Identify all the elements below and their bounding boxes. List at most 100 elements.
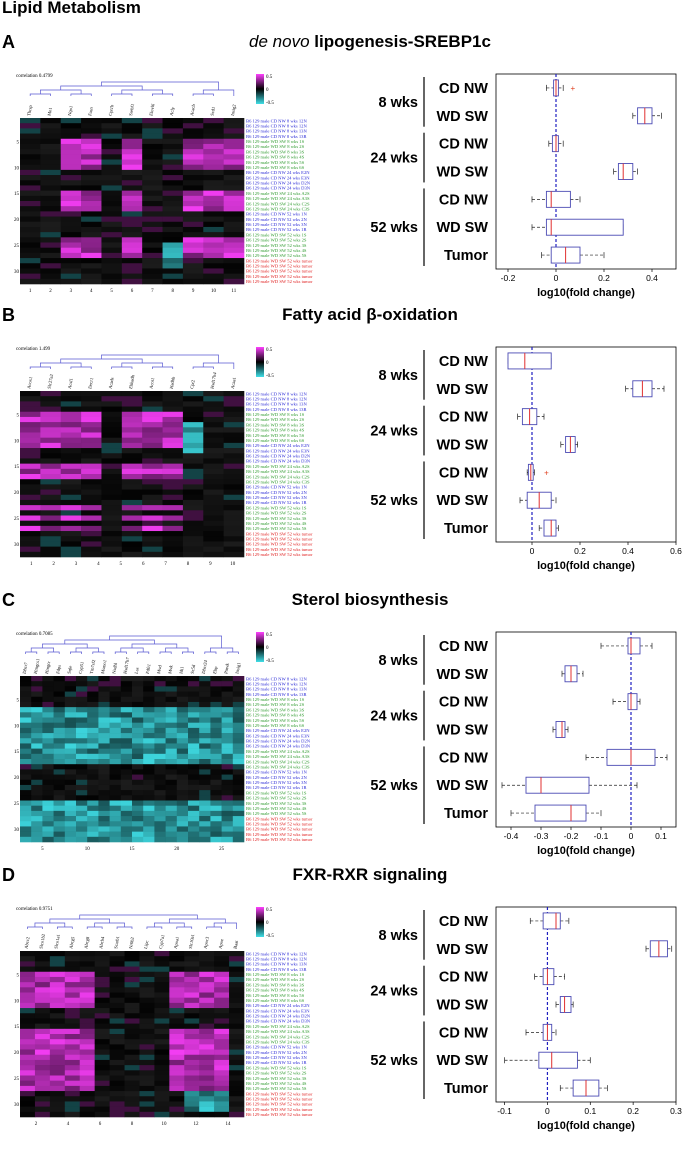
heatmap-cell [79, 1070, 95, 1076]
heatmap-cell [120, 836, 133, 843]
heatmap-cell [143, 738, 155, 744]
heatmap-cell [142, 391, 163, 397]
heatmap-cell [42, 790, 54, 796]
heatmap-cell [60, 479, 82, 485]
heatmap-cell [132, 800, 144, 806]
time-label: 8 wks [379, 368, 419, 384]
heatmap-cell [101, 541, 123, 547]
time-label: 52 wks [370, 1053, 418, 1069]
heatmap-cell [124, 1111, 140, 1118]
heatmap-cell [109, 753, 122, 760]
heatmap-cell [210, 717, 222, 723]
heatmap-cell [143, 831, 155, 838]
heatmap-cell [169, 1106, 185, 1113]
column-tick: 5 [41, 847, 44, 852]
heatmap-cell [203, 185, 224, 191]
time-label: 24 wks [370, 709, 418, 725]
heatmap-cell [120, 769, 133, 775]
heatmap-cell [121, 396, 143, 402]
gene-label: Lss [134, 667, 140, 674]
heatmap-cell [182, 143, 204, 150]
heatmap-cell [162, 505, 184, 511]
heatmap-cell [162, 185, 184, 191]
heatmap-cell [188, 774, 200, 781]
column-tick: 9 [209, 562, 212, 567]
heatmap-cell [165, 769, 178, 775]
heatmap-cell [229, 1028, 245, 1035]
heatmap-cell [199, 976, 215, 983]
heatmap-cell [124, 1054, 140, 1061]
heatmap-cell [182, 232, 204, 238]
heatmap-cell [64, 790, 77, 796]
heatmap-cell [221, 676, 234, 682]
heatmap-cell [98, 717, 110, 723]
heatmap-cell [49, 1013, 66, 1019]
heatmap-cell [64, 1080, 81, 1087]
gene-label: Slco1a1 [53, 933, 61, 949]
heatmap-cell [176, 764, 189, 770]
heatmap-cell [79, 1065, 95, 1071]
sample-label: B6 129 male CD NW 52 wks 1R [246, 227, 307, 232]
panel-title-italic: de novo [249, 32, 310, 51]
heatmap-cell [81, 216, 102, 223]
sample-label: B6 129 male WD SW 52 wks 2S [246, 796, 307, 801]
heatmap-cell [42, 769, 54, 775]
heatmap-cell [31, 676, 43, 682]
heatmap-cell [188, 831, 200, 838]
heatmap-cell [232, 712, 245, 718]
heatmap-cell [232, 816, 245, 822]
heatmap-cell [199, 956, 215, 962]
heatmap-cell [101, 221, 123, 228]
sample-label: B6 129 male CD NW 24 wks D2N [246, 454, 311, 459]
heatmap-cell [60, 149, 82, 155]
color-scale [256, 907, 264, 937]
heatmap-cell [49, 987, 66, 993]
heatmap-cell [121, 247, 143, 254]
heatmap-cell [79, 1034, 95, 1040]
heatmap-cell [64, 774, 77, 781]
gene-label: Mvd [156, 664, 163, 674]
heatmap-cell [184, 987, 200, 993]
heatmap-cell [64, 982, 81, 988]
heatmap-cell [20, 1013, 36, 1019]
heatmap-cell [81, 474, 102, 480]
heatmap-cell [210, 836, 222, 843]
heatmap-cell [101, 159, 123, 165]
row-tick: 30 [14, 828, 20, 833]
heatmap-cell [81, 411, 102, 418]
heatmap-cell [182, 175, 204, 181]
sample-label: B6 129 male CD NW 52 wks 1N [246, 485, 307, 490]
heatmap-cell [223, 175, 245, 181]
color-scale-min: -0.5 [266, 934, 274, 939]
heatmap-cell [49, 1096, 66, 1102]
heatmap-cell [162, 206, 184, 212]
heatmap-cell [81, 190, 102, 197]
heatmap-cell [214, 961, 230, 967]
x-tick-label: 0 [545, 1106, 550, 1116]
heatmap-cell [64, 810, 77, 817]
heatmap-cell [20, 536, 41, 542]
heatmap-cell [109, 951, 125, 957]
heatmap-cell [232, 800, 245, 806]
heatmap-cell [232, 831, 245, 838]
heatmap-cell [169, 1059, 185, 1066]
heatmap-cell [94, 997, 110, 1004]
column-tick: 10 [211, 289, 217, 294]
row-tick: 25 [14, 802, 20, 807]
box-1 [632, 107, 662, 125]
heatmap-cell [124, 1002, 140, 1009]
heatmap-cell [203, 448, 224, 454]
heatmap-cell [81, 437, 102, 444]
heatmap-cell [221, 701, 234, 708]
heatmap-cell [81, 201, 102, 207]
heatmap-cell [154, 805, 166, 812]
heatmap-cell [64, 712, 77, 718]
heatmap-cell [223, 463, 245, 470]
heatmap-cell [154, 1054, 170, 1061]
heatmap-cell [49, 1008, 66, 1014]
sample-label: B6 129 male CD NW 52 wks 2N [246, 490, 307, 495]
heatmap-cell [20, 468, 41, 475]
heatmap-cell [223, 118, 245, 124]
heatmap-cell [165, 790, 178, 796]
heatmap-cell [98, 686, 110, 692]
